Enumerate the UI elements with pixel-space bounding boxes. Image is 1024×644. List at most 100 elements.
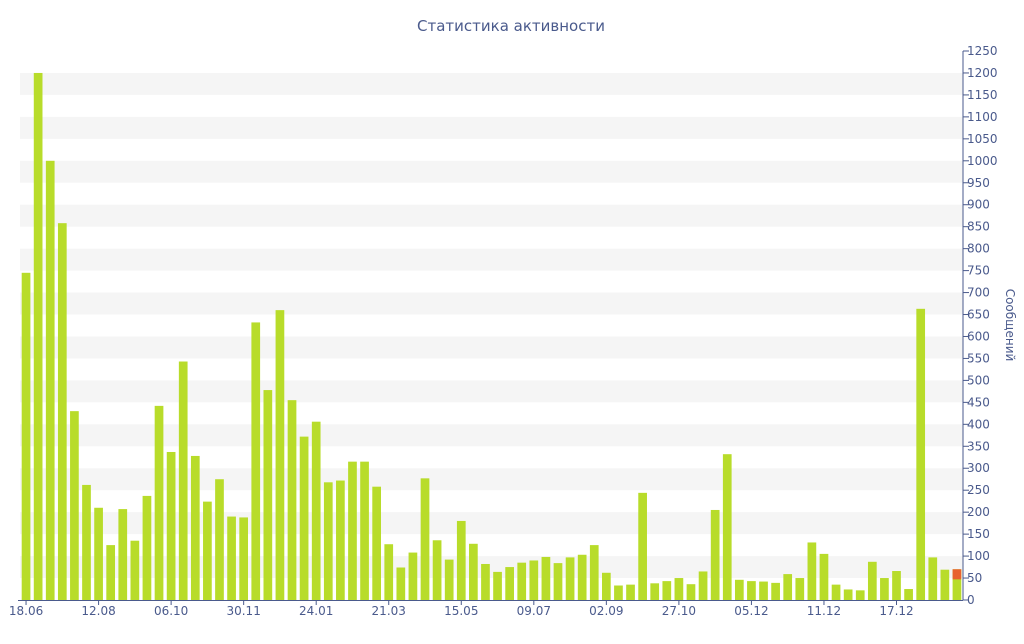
- bar: [420, 478, 430, 600]
- grid-band: [20, 380, 963, 403]
- bar: [299, 436, 309, 600]
- bar: [432, 540, 442, 600]
- bar: [348, 461, 357, 600]
- y-tick-label: 600: [967, 329, 990, 343]
- y-tick-label: 50: [967, 571, 982, 585]
- bar: [650, 583, 660, 600]
- bar: [408, 552, 418, 600]
- bar: [456, 520, 466, 600]
- bar: [795, 578, 805, 600]
- grid-bands: [20, 72, 963, 579]
- bar: [686, 584, 696, 600]
- x-axis: 18.06 12.08 06.10 30.11 24.01 21.03 15.05 09.07…: [9, 600, 963, 618]
- bar: [154, 405, 164, 600]
- y-tick-label: 1050: [967, 132, 998, 146]
- bar: [952, 569, 962, 600]
- bar: [57, 223, 67, 601]
- bar: [70, 411, 79, 600]
- bar: [614, 585, 623, 600]
- bar: [481, 563, 490, 600]
- y-tick-label: 200: [967, 505, 990, 519]
- grid-band: [20, 336, 963, 359]
- x-tick-label: 12.08: [81, 604, 115, 618]
- bar: [215, 479, 224, 600]
- bar: [831, 584, 841, 600]
- bar: [396, 567, 406, 600]
- bar: [553, 563, 563, 600]
- y-tick-label: 1150: [967, 88, 998, 102]
- bar: [118, 509, 128, 600]
- y-tick-label: 500: [967, 373, 990, 387]
- x-tick-label: 17.12: [879, 604, 913, 618]
- y-tick-label: 400: [967, 417, 990, 431]
- bar: [807, 542, 817, 600]
- bar: [505, 567, 514, 600]
- bar: [372, 486, 381, 600]
- y-axis-label: Сообщений: [1003, 289, 1017, 362]
- y-tick-label: 350: [967, 439, 990, 453]
- bar: [565, 557, 575, 600]
- bar: [227, 516, 236, 600]
- grid-band: [20, 72, 963, 95]
- y-tick-label: 950: [967, 176, 990, 190]
- grid-band: [20, 248, 963, 271]
- y-tick-label: 1200: [967, 66, 998, 80]
- y-tick-label: 650: [967, 308, 990, 322]
- bar: [444, 559, 454, 600]
- bar: [734, 579, 744, 600]
- y-axis: 0 50 100 150 200 250 300 350 400 450 500 550 600 650 7…: [962, 44, 998, 607]
- bar: [589, 545, 599, 600]
- x-tick-label: 18.06: [9, 604, 43, 618]
- x-tick-label: 06.10: [154, 604, 188, 618]
- bar: [747, 581, 756, 600]
- bar: [529, 560, 539, 600]
- bar: [21, 272, 31, 600]
- bar: [916, 308, 926, 600]
- y-tick-label: 1100: [967, 110, 998, 124]
- bar: [867, 561, 877, 600]
- bar-highlight: [952, 569, 962, 580]
- y-tick-label: 100: [967, 549, 990, 563]
- bar: [771, 582, 780, 600]
- bar: [541, 556, 551, 600]
- bar: [239, 517, 249, 600]
- bar: [142, 495, 152, 600]
- bar: [819, 553, 829, 600]
- x-tick-label: 11.12: [807, 604, 841, 618]
- bar: [602, 572, 611, 600]
- y-tick-label: 850: [967, 220, 990, 234]
- y-tick-label: 0: [967, 593, 975, 607]
- x-tick-label: 02.09: [589, 604, 623, 618]
- bar: [251, 322, 261, 600]
- x-tick-label: 21.03: [372, 604, 406, 618]
- x-tick-label: 09.07: [517, 604, 551, 618]
- bar: [311, 421, 321, 600]
- bar: [166, 451, 176, 600]
- y-tick-label: 1250: [967, 44, 998, 58]
- bar: [82, 484, 91, 600]
- bar: [94, 507, 103, 600]
- grid-band: [20, 204, 963, 227]
- bar: [904, 589, 913, 600]
- bar: [626, 584, 635, 600]
- y-tick-label: 250: [967, 483, 990, 497]
- bar: [855, 590, 865, 600]
- bar: [203, 501, 212, 600]
- y-tick-label: 800: [967, 242, 990, 256]
- bar: [275, 310, 285, 600]
- bar: [323, 482, 333, 600]
- bar: [130, 540, 140, 600]
- bar: [106, 545, 116, 600]
- bar: [638, 492, 647, 600]
- bar: [263, 390, 273, 600]
- bar: [843, 589, 853, 600]
- y-tick-label: 550: [967, 351, 990, 365]
- bar: [892, 571, 901, 600]
- bar: [674, 578, 684, 600]
- y-tick-label: 300: [967, 461, 990, 475]
- grid-band: [20, 160, 963, 183]
- bar: [880, 578, 889, 600]
- bar: [336, 480, 345, 600]
